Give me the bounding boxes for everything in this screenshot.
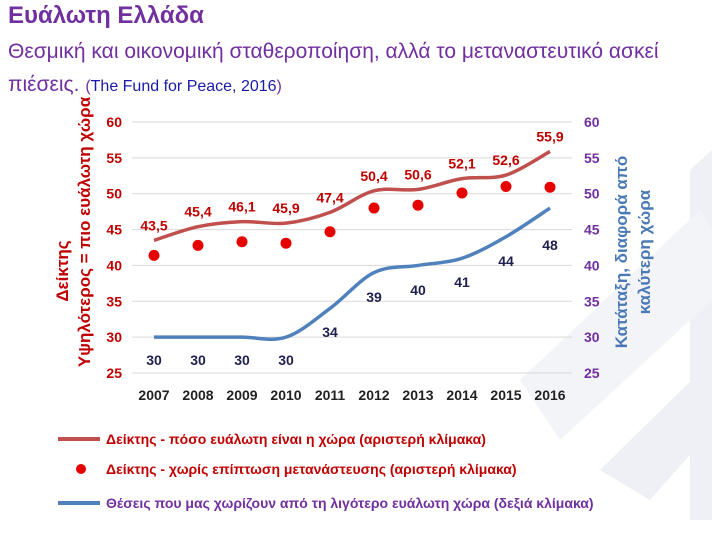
right-axis-tick: 25 xyxy=(584,365,600,381)
right-axis-tick: 55 xyxy=(584,150,600,166)
rank-line xyxy=(154,206,551,341)
migration-free-point xyxy=(412,199,424,211)
right-axis-tick: 60 xyxy=(584,114,600,130)
rank-data-label: 44 xyxy=(498,253,514,269)
left-axis-tick: 25 xyxy=(106,365,122,381)
rank-data-label: 34 xyxy=(322,324,338,340)
x-axis-tick: 2011 xyxy=(315,387,346,403)
index-line xyxy=(153,149,551,243)
migration-free-point xyxy=(192,239,204,251)
rank-data-label: 30 xyxy=(234,352,250,368)
left-axis-tick: 40 xyxy=(106,257,122,273)
rank-data-label: 40 xyxy=(410,282,426,298)
migration-free-point xyxy=(368,202,380,214)
source-citation: (The Fund for Peace, 2016) xyxy=(85,78,282,95)
legend-label-rank: Θέσεις που μας χωρίζουν από τη λιγότερο … xyxy=(106,495,594,511)
page-subtitle: Θεσμική και οικονομική σταθεροποίηση, αλ… xyxy=(8,35,708,103)
index-data-label: 50,6 xyxy=(404,166,431,182)
x-axis-tick: 2007 xyxy=(138,387,169,403)
legend-label-index: Δείκτης - πόσο ευάλωτη είναι η χώρα (αρι… xyxy=(106,431,486,447)
left-axis-tick: 30 xyxy=(106,329,122,345)
legend: Δείκτης - πόσο ευάλωτη είναι η χώρα (αρι… xyxy=(58,431,594,511)
index-data-label: 45,4 xyxy=(184,204,211,220)
x-axis-tick: 2016 xyxy=(534,387,565,403)
rank-data-label: 48 xyxy=(542,237,558,253)
rank-data-label: 39 xyxy=(366,289,382,305)
x-axis-tick: 2013 xyxy=(402,387,433,403)
x-axis-tick: 2014 xyxy=(446,387,477,403)
x-axis-tick: 2008 xyxy=(182,387,213,403)
migration-free-point xyxy=(324,226,336,238)
subtitle-text: Θεσμική και οικονομική σταθεροποίηση, αλ… xyxy=(8,40,659,96)
left-axis-title-line1: Δείκτης xyxy=(53,240,72,301)
left-axis-tick: 55 xyxy=(106,150,122,166)
data-labels: 43,5 45,4 46,1 45,9 47,4 50,4 50,6 52,1 52,6 55,9… xyxy=(140,128,563,368)
x-axis-tick: 2010 xyxy=(270,387,301,403)
right-axis-tick: 50 xyxy=(584,186,600,202)
legend-label-markers: Δείκτης - χωρίς επίπτωση μετανάστευσης (… xyxy=(106,461,517,477)
left-axis-tick: 60 xyxy=(106,114,122,130)
right-axis-tick: 35 xyxy=(584,293,600,309)
x-axis-tick: 2015 xyxy=(490,387,521,403)
right-axis-tick: 40 xyxy=(584,257,600,273)
index-data-label: 55,9 xyxy=(536,128,563,144)
migration-free-point xyxy=(236,236,248,248)
index-data-label: 52,6 xyxy=(492,152,519,168)
left-axis-tick: 45 xyxy=(106,222,122,238)
axis-ticks: 25 30 35 40 45 50 55 60 25 30 35 40 45 50 55 60 2007 2008… xyxy=(106,114,599,403)
index-data-label: 43,5 xyxy=(140,217,167,233)
x-axis-tick: 2009 xyxy=(226,387,257,403)
page-title: Ευάλωτη Ελλάδα xyxy=(8,2,204,29)
left-axis-tick: 50 xyxy=(106,186,122,202)
rank-data-label: 41 xyxy=(454,274,470,290)
migration-free-point xyxy=(500,181,512,193)
source-text: The Fund for Peace, 2016 xyxy=(90,78,277,95)
index-data-label: 45,9 xyxy=(272,200,299,216)
migration-free-point xyxy=(148,249,160,261)
index-data-label: 50,4 xyxy=(360,168,387,184)
rank-data-label: 30 xyxy=(278,352,294,368)
rank-data-label: 30 xyxy=(146,352,162,368)
migration-free-point xyxy=(280,237,292,249)
migration-free-point xyxy=(544,181,556,193)
right-axis-tick: 45 xyxy=(584,222,600,238)
index-data-label: 46,1 xyxy=(228,199,255,215)
left-axis-tick: 35 xyxy=(106,293,122,309)
left-axis-title-line2: Υψηλότερος = πιο ευάλωτη χώρα xyxy=(75,96,94,367)
legend-swatch-markers xyxy=(76,464,86,474)
index-data-label: 52,1 xyxy=(448,156,475,172)
right-axis-title-line1: Κατάταξη, διαφορά από xyxy=(612,156,631,348)
index-data-label: 47,4 xyxy=(316,189,343,205)
rank-data-label: 30 xyxy=(190,352,206,368)
migration-free-point xyxy=(456,187,468,199)
right-axis-tick: 30 xyxy=(584,329,600,345)
x-axis-tick: 2012 xyxy=(358,387,389,403)
right-axis-title-line2: καλύτερη χώρα xyxy=(635,189,654,314)
series-layer xyxy=(148,149,556,341)
